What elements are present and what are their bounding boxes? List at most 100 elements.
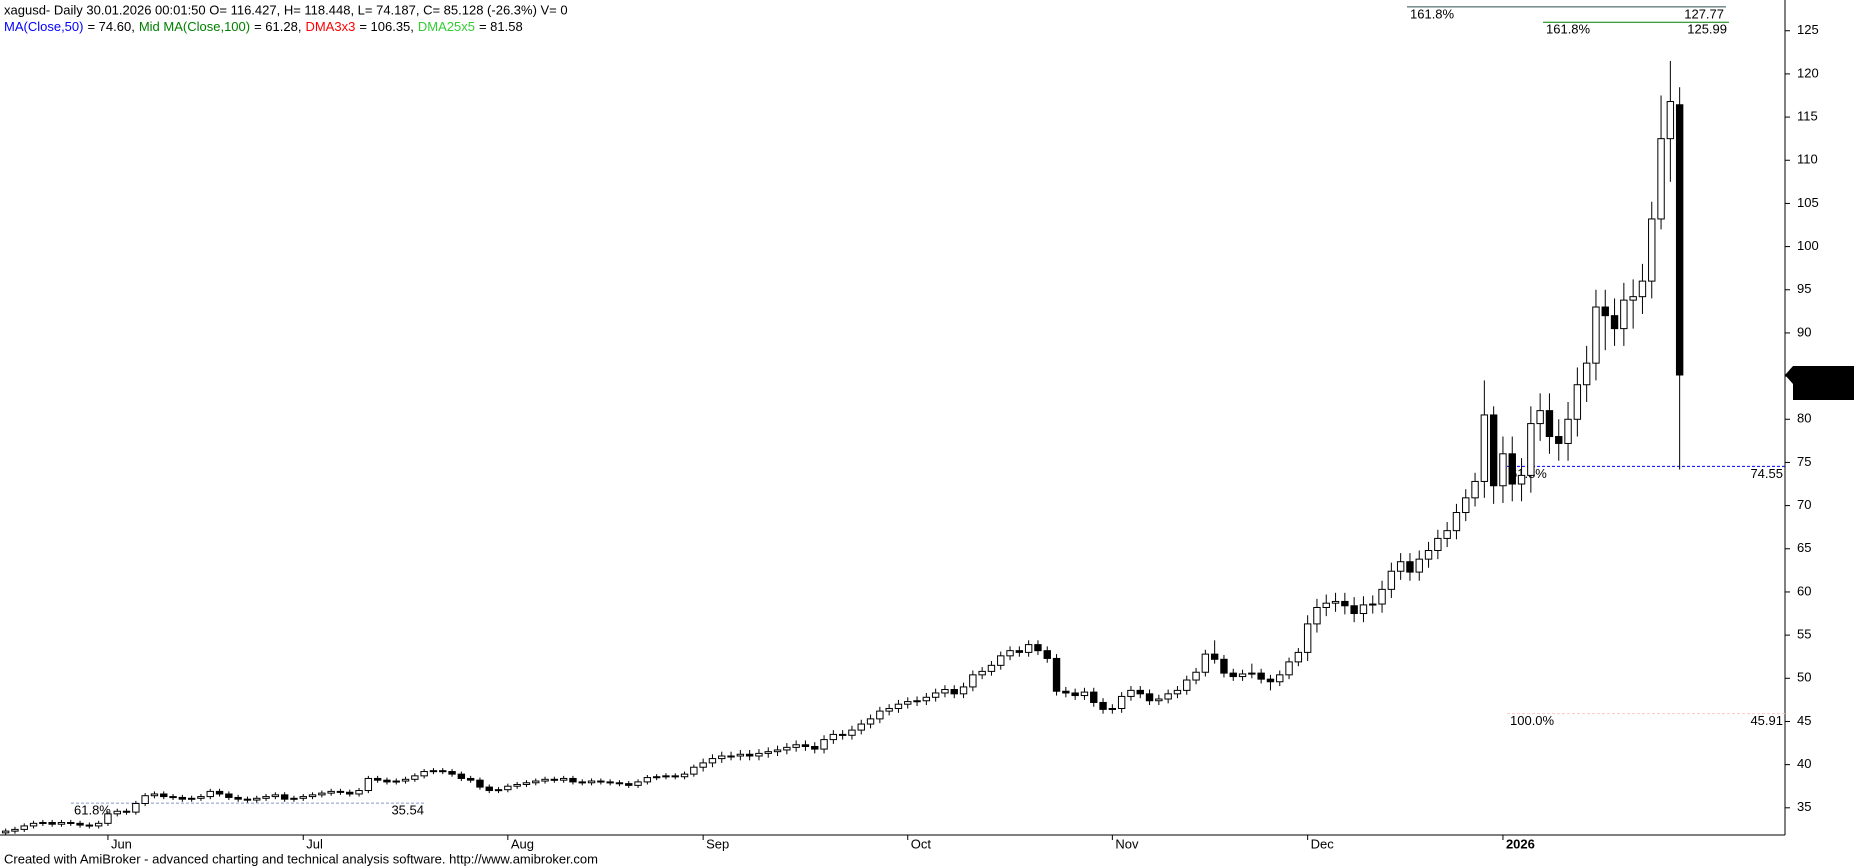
candle-body [29,822,38,827]
candle-body [792,744,800,748]
candle-body [1462,497,1470,514]
candle-body [885,708,893,712]
candle-body [57,821,66,825]
candle-body [253,797,261,801]
candle-body [169,796,177,799]
candle-body [206,790,214,798]
candle-body [327,790,335,794]
y-tick-label: 95 [1797,281,1811,296]
candle-body [578,781,586,784]
candle-body [1480,414,1489,482]
candle-body [1489,414,1498,487]
indicator-value: = 74.60, [87,19,134,34]
y-tick-label: 105 [1797,195,1819,210]
candle-body [1555,436,1563,444]
candle-body [1006,650,1014,657]
candle-body [820,739,828,750]
candle-body [950,689,958,695]
candle-body [364,777,373,792]
y-tick-label: 50 [1797,670,1811,685]
candle-body [634,781,642,786]
candle-body [1192,671,1200,681]
y-tick-label: 90 [1797,324,1811,339]
candle-body [941,689,949,694]
candle-body [811,746,819,750]
candle-body [541,778,549,782]
candle-body [150,793,159,797]
candle-body [597,780,605,783]
candle-body [1517,474,1526,485]
level-label: 100.0% [1510,713,1555,728]
candle-body [913,700,921,703]
candle-body [1350,605,1358,615]
candle-body [1201,653,1210,673]
candle-body [1657,138,1665,220]
candle-body [476,779,484,788]
candle-body [718,755,726,760]
candle-body [1675,104,1684,376]
candle-body [857,723,865,731]
candle-body [1610,315,1619,330]
y-tick-label: 35 [1797,799,1811,814]
indicator-value: = 106.35, [359,19,414,34]
x-tick-label: Dec [1311,836,1335,851]
level-value: 45.91 [1750,713,1783,728]
candle-body [866,718,875,725]
x-tick-label: Aug [511,836,534,851]
candle-body [606,781,614,784]
candle-body [1331,600,1340,604]
y-tick-label: 60 [1797,583,1811,598]
candle-body [699,762,707,768]
candle-body [643,777,652,783]
y-tick-label: 75 [1797,454,1811,469]
chart-title: xagusd- Daily 30.01.2026 00:01:50 O= 116… [4,2,568,17]
candle-body [392,780,400,783]
x-tick-label: Nov [1115,836,1139,851]
candle-body [1434,537,1442,552]
candle-body [671,775,679,778]
candle-body [652,776,661,779]
candle-body [160,793,168,798]
candle-body [969,674,977,688]
level-value: 74.55 [1750,466,1783,481]
candle-body [1108,708,1117,711]
candle-body [299,796,307,799]
candle-body [625,783,633,786]
candle-body [1062,690,1070,694]
indicator-name: MA(Close,50) [4,19,83,34]
candle-body [1,830,10,834]
indicator-name: DMA3x3 [305,19,355,34]
candle-body [346,791,354,795]
candle-body [727,755,735,758]
candle-body [1322,602,1330,608]
y-tick-label: 45 [1797,713,1811,728]
x-tick-label: 2026 [1506,836,1535,851]
candle-body [1359,604,1368,615]
candle-body [1471,480,1479,499]
candle-body [1052,657,1061,692]
candle-body [513,783,521,787]
candle-body [1164,693,1172,700]
candle-body [1573,384,1582,420]
indicator-value: = 81.58 [479,19,523,34]
candle-body [959,686,968,695]
candle-body [1508,453,1516,485]
candle-body [1238,673,1247,678]
caption: Created with AmiBroker - advanced charti… [4,851,598,866]
candle-body [1285,661,1293,676]
candle-body [1452,512,1461,532]
candle-body [922,696,931,702]
y-tick-label: 80 [1797,411,1811,426]
candle-body [1415,558,1423,573]
candle-body [141,795,149,804]
y-tick-label: 40 [1797,756,1811,771]
candle-body [113,810,121,815]
candle-body [680,773,689,778]
candle-body [308,794,317,798]
candle-body [1666,101,1675,140]
y-tick-label: 110 [1797,152,1818,167]
candle-body [448,771,456,775]
indicator-name: Mid MA(Close,100) [139,19,250,34]
